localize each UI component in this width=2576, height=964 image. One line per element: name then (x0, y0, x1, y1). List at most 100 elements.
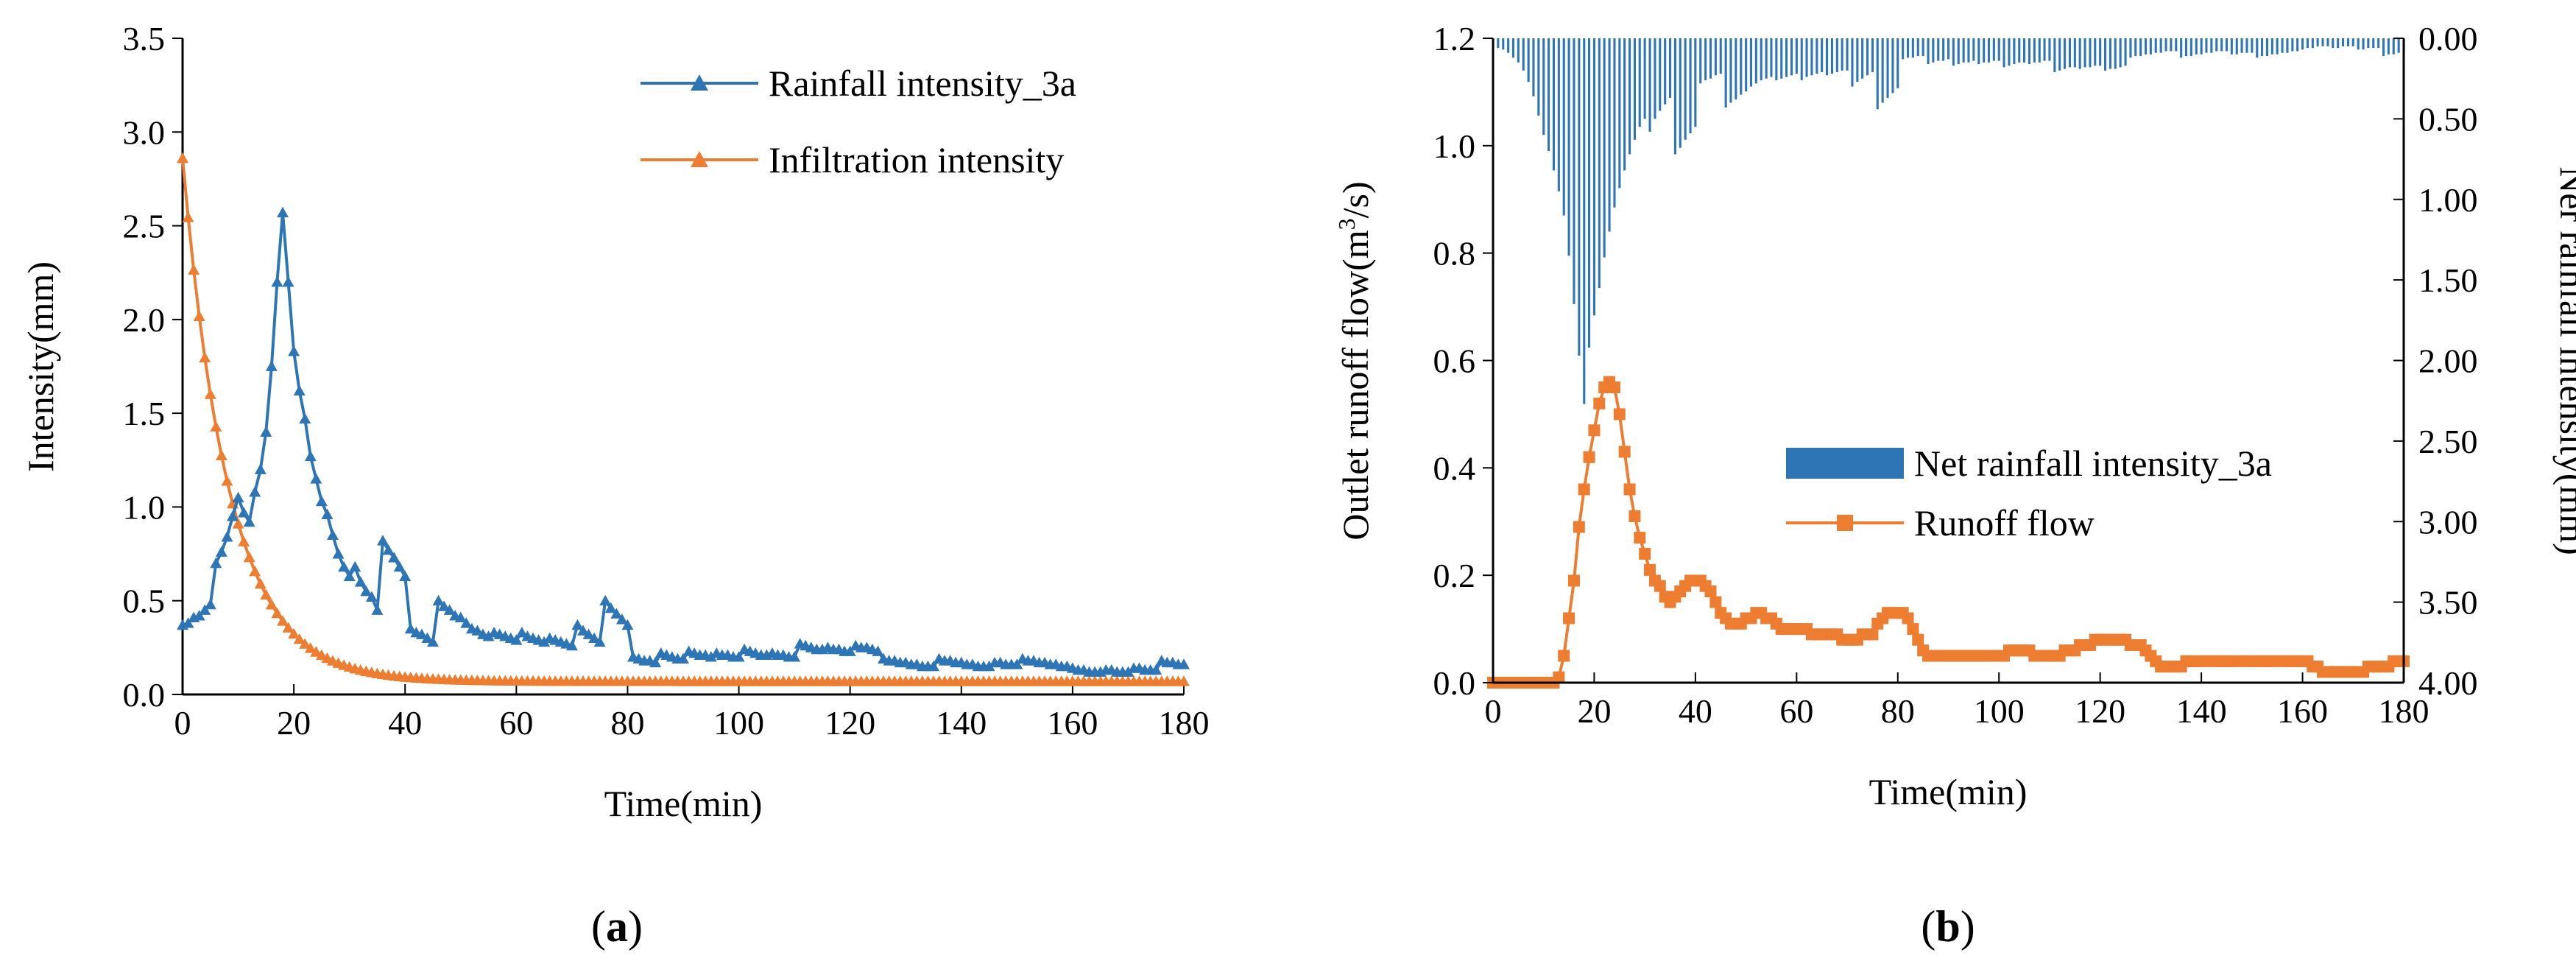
right-y-tick-label: 1.50 (2418, 261, 2478, 299)
infiltration-point (188, 264, 200, 275)
net-rainfall-bar (1648, 38, 1651, 132)
net-rainfall-bar (2048, 38, 2051, 61)
panel-b-bars (1492, 38, 2405, 404)
x-tick-label: 160 (2277, 692, 2328, 730)
panel-a-x-label: Time(min) (604, 783, 763, 824)
panel-a: 0 20 40 60 80 100 120 140 160 180 0.0 0.5 1.0 1.5 2.0… (20, 20, 1210, 951)
net-rainfall-bar (1709, 38, 1712, 79)
rainfall-point (265, 360, 278, 371)
rainfall-point (393, 560, 406, 572)
net-rainfall-bar (1922, 38, 1924, 57)
net-rainfall-bar (2038, 38, 2041, 63)
rainfall-point (604, 602, 617, 613)
rainfall-point (343, 570, 356, 582)
rainfall-point (215, 546, 227, 557)
rainfall-point (193, 610, 205, 621)
net-rainfall-bar (1800, 38, 1803, 80)
net-rainfall-bar (2225, 38, 2228, 52)
rainfall-point (427, 636, 439, 647)
net-rainfall-bar (2240, 38, 2243, 53)
rainfall-point (238, 507, 250, 518)
rainfall-point (443, 604, 456, 615)
net-rainfall-bar (2008, 38, 2011, 66)
runoff-point (1618, 446, 1631, 458)
net-rainfall-bar (1760, 38, 1762, 80)
runoff-point (1558, 650, 1570, 662)
net-rainfall-bar (2068, 38, 2071, 68)
runoff-point (1588, 424, 1601, 437)
right-y-tick-label: 1.00 (2418, 181, 2478, 219)
rainfall-point (321, 508, 334, 520)
runoff-point (1553, 671, 1565, 683)
rainfall-point (928, 660, 939, 672)
left-y-tick-label: 0.0 (1433, 664, 1476, 702)
panel-a-x-ticks: 0 20 40 60 80 100 120 140 160 180 (174, 684, 1210, 742)
net-rainfall-bar (1821, 38, 1824, 72)
net-rainfall-bar (1654, 38, 1656, 119)
right-y-tick-label: 2.00 (2418, 342, 2478, 380)
rainfall-point (621, 619, 634, 630)
net-rainfall-bar (2175, 38, 2178, 52)
runoff-point (1628, 510, 1641, 522)
net-rainfall-bar (1532, 38, 1535, 96)
runoff-point (1709, 596, 1722, 608)
net-rainfall-bar (1511, 38, 1514, 58)
net-rainfall-bar (1795, 38, 1798, 74)
net-rainfall-bar (1947, 38, 1950, 60)
net-rainfall-bar (2195, 38, 2198, 54)
net-rainfall-bar (1992, 38, 1995, 61)
net-rainfall-bar (1830, 38, 1833, 74)
runoff-point (1912, 633, 1924, 646)
net-rainfall-bar (1699, 38, 1702, 84)
runoff-point (1563, 612, 1575, 625)
rainfall-point (349, 560, 361, 572)
net-rainfall-bar (2321, 38, 2324, 46)
rainfall-markers (177, 206, 1190, 677)
legend-label-infiltration: Infiltration intensity (769, 139, 1064, 180)
net-rainfall-bar (2073, 38, 2076, 68)
rainfall-point (332, 548, 345, 559)
net-rainfall-bar (1997, 38, 2000, 61)
net-rainfall-bar (2089, 38, 2092, 68)
rainfall-point (482, 630, 495, 641)
rainfall-point (338, 560, 350, 572)
rainfall-point (1122, 666, 1135, 677)
net-rainfall-bar (1886, 38, 1889, 98)
rainfall-point (227, 510, 239, 521)
net-rainfall-bar (1856, 38, 1859, 82)
infiltration-point (204, 388, 216, 399)
rainfall-point (1011, 658, 1023, 669)
rainfall-point (582, 628, 595, 639)
net-rainfall-bar (1527, 38, 1530, 82)
net-rainfall-bar (1673, 38, 1676, 155)
runoff-point (1639, 548, 1651, 560)
net-rainfall-bar (2129, 38, 2132, 58)
runoff-point (1654, 580, 1666, 592)
net-rainfall-bar (2351, 38, 2354, 46)
rainfall-point (288, 345, 300, 356)
net-rainfall-bar (2235, 38, 2238, 54)
rainfall-point (593, 636, 606, 647)
rainfall-point (438, 600, 451, 611)
net-rainfall-bar (2109, 38, 2111, 69)
net-rainfall-bar (2251, 38, 2254, 53)
x-tick-label: 60 (499, 704, 533, 742)
rainfall-point (310, 473, 322, 484)
net-rainfall-bar (1623, 38, 1626, 171)
rainfall-point (983, 660, 995, 672)
rainfall-point (571, 619, 584, 630)
legend-marker-infiltration (691, 151, 708, 167)
x-tick-label: 180 (1159, 704, 1210, 742)
net-rainfall-bar (1573, 38, 1575, 304)
net-rainfall-bar (2215, 38, 2218, 52)
panel-a-y-ticks: 0.0 0.5 1.0 1.5 2.0 2.5 3.0 3.5 (123, 20, 183, 714)
legend-marker-rainfall (691, 74, 708, 91)
rainfall-point (388, 552, 400, 563)
infiltration-point (304, 642, 317, 653)
net-rainfall-bar (1891, 38, 1894, 94)
net-rainfall-bar (2053, 38, 2056, 72)
net-rainfall-bar (1952, 38, 1955, 66)
net-rainfall-bar (1911, 38, 1914, 58)
rainfall-point (610, 608, 623, 619)
net-rainfall-bar (2346, 38, 2349, 46)
